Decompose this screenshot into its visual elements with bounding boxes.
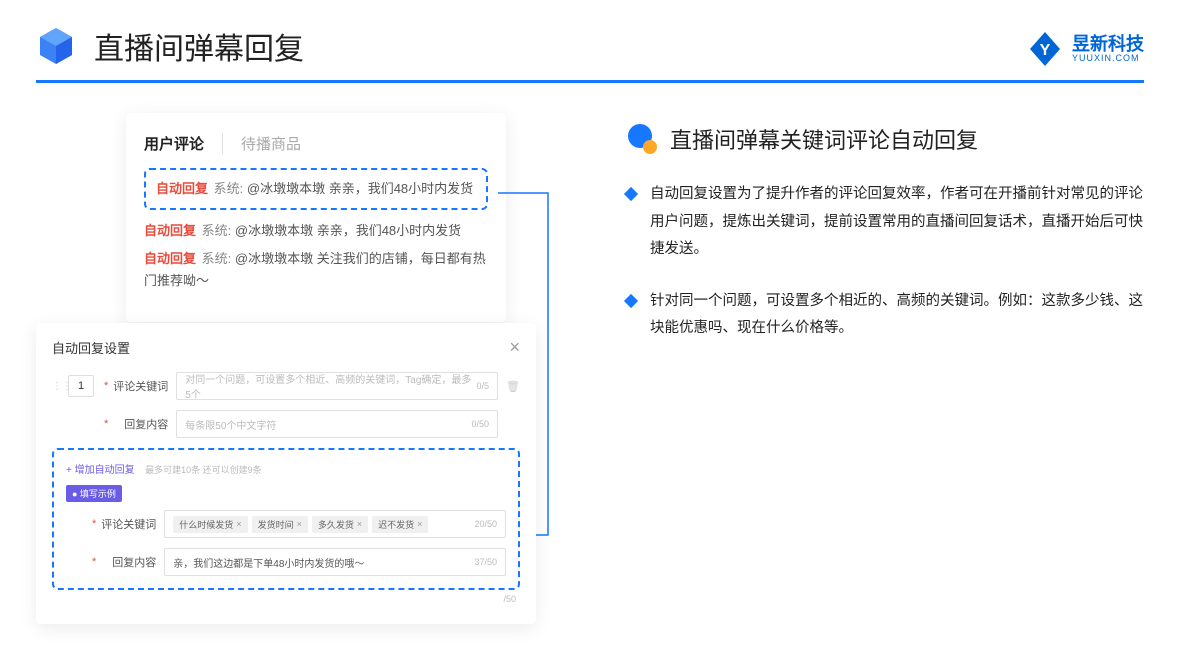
diamond-icon (624, 187, 638, 201)
trash-icon[interactable]: 🗑 (506, 380, 520, 393)
content-input[interactable]: 每条限50个中文字符 0/50 (176, 410, 498, 438)
example-badge: ● 填写示例 (66, 485, 122, 502)
auto-badge: 自动回复 (156, 181, 208, 196)
settings-card: 自动回复设置 × ⋮⋮ 1 * 评论关键词 对同一个问题，可设置多个相近、高频的… (36, 323, 536, 624)
example-kw-row: * 评论关键词 什么时候发货×发货时间×多久发货×迟不发货× 20/50 (66, 510, 506, 538)
left-column: 用户评论 待播商品 自动回复 系统: @冰墩墩本墩 亲亲，我们48小时内发货 自… (36, 113, 566, 367)
header: 直播间弹幕回复 (0, 0, 1180, 80)
tag-pill[interactable]: 迟不发货× (372, 516, 428, 533)
reply-row: 自动回复 系统: @冰墩墩本墩 关注我们的店铺，每日都有热门推荐呦～ (144, 248, 488, 292)
page-title: 直播间弹幕回复 (94, 24, 304, 68)
example-content-input[interactable]: 亲，我们这边都是下单48小时内发货的哦～ 37/50 (164, 548, 506, 576)
keyword-row: ⋮⋮ 1 * 评论关键词 对同一个问题，可设置多个相近、高频的关键词，Tag确定… (52, 372, 520, 400)
tag-pill[interactable]: 什么时候发货× (173, 516, 247, 533)
reply-row: 自动回复 系统: @冰墩墩本墩 亲亲，我们48小时内发货 (144, 220, 488, 242)
content-label: 回复内容 (112, 416, 168, 432)
example-content-row: * 回复内容 亲，我们这边都是下单48小时内发货的哦～ 37/50 (66, 548, 506, 576)
add-reply-link[interactable]: + 增加自动回复 (66, 461, 135, 476)
add-hint: 最多可建10条 还可以创建9条 (145, 465, 262, 475)
content-row: * 回复内容 每条限50个中文字符 0/50 🗑 (52, 410, 520, 438)
right-column: 直播间弹幕关键词评论自动回复 自动回复设置为了提升作者的评论回复效率，作者可在开… (566, 113, 1144, 367)
cube-icon (36, 26, 76, 66)
svg-text:Y: Y (1040, 42, 1051, 59)
bullet-1: 自动回复设置为了提升作者的评论回复效率，作者可在开播前针对常见的评论用户问题，提… (626, 181, 1144, 264)
section-title: 直播间弹幕关键词评论自动回复 (670, 123, 978, 155)
index-box: 1 (68, 375, 94, 397)
example-kw-input[interactable]: 什么时候发货×发货时间×多久发货×迟不发货× 20/50 (164, 510, 506, 538)
brand-logo: Y 昱新科技 YUUXIN.COM (1026, 30, 1144, 68)
drag-icon[interactable]: ⋮⋮ (52, 381, 64, 392)
kw-input[interactable]: 对同一个问题，可设置多个相近、高频的关键词，Tag确定，最多5个 0/5 (176, 372, 498, 400)
brand-name: 昱新科技 (1072, 35, 1144, 53)
bullet-2: 针对同一个问题，可设置多个相近的、高频的关键词。例如：这款多少钱、这块能优惠吗、… (626, 288, 1144, 343)
sys-label: 系统: (214, 181, 244, 196)
close-icon[interactable]: × (509, 337, 520, 358)
brand-icon: Y (1026, 30, 1064, 68)
outer-count: /50 (52, 594, 520, 604)
comments-card: 用户评论 待播商品 自动回复 系统: @冰墩墩本墩 亲亲，我们48小时内发货 自… (126, 113, 506, 322)
tab-comments[interactable]: 用户评论 (144, 133, 223, 154)
tab-products[interactable]: 待播商品 (223, 133, 301, 154)
tag-pill[interactable]: 发货时间× (252, 516, 308, 533)
reply-text: @冰墩墩本墩 亲亲，我们48小时内发货 (247, 181, 473, 196)
highlighted-reply: 自动回复 系统: @冰墩墩本墩 亲亲，我们48小时内发货 (144, 168, 488, 210)
tag-pill[interactable]: 多久发货× (312, 516, 368, 533)
diamond-icon (624, 294, 638, 308)
settings-title: 自动回复设置 (52, 338, 130, 357)
kw-label: 评论关键词 (112, 378, 168, 394)
tabs: 用户评论 待播商品 (144, 133, 488, 154)
brand-sub: YUUXIN.COM (1072, 53, 1144, 63)
example-panel: + 增加自动回复 最多可建10条 还可以创建9条 ● 填写示例 * 评论关键词 … (52, 448, 520, 590)
bubble-icon (626, 123, 658, 155)
